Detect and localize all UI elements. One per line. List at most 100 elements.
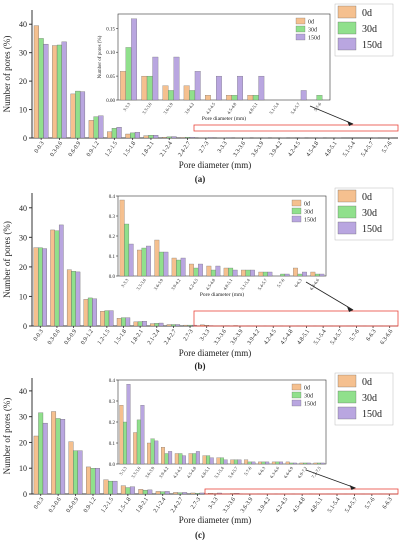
inset-bar-0d [258, 271, 264, 277]
bar-150d [147, 489, 153, 495]
x-tick-label: 3-3.3 [208, 497, 220, 511]
zoom-arrow [305, 281, 354, 311]
bar-30d [38, 38, 44, 139]
inset-legend-swatch-30d [295, 25, 306, 33]
x-tick-label: 4.5-4.8 [280, 329, 295, 346]
inset-bar-150d [258, 75, 265, 101]
y-tick-label: 0 [23, 322, 27, 331]
bar-0d [173, 492, 179, 495]
legend-swatch-30d [337, 390, 357, 404]
inset-bar-150d [131, 18, 137, 101]
y-axis-label: Number of pores (%) [2, 36, 12, 113]
inset-bar-150d [223, 459, 228, 465]
inset-bar-30d [136, 419, 141, 465]
inset-bar-30d [303, 462, 308, 465]
inset-legend-swatch-150d [291, 399, 302, 407]
y-tick-label: 10 [19, 106, 27, 115]
inset-bar-150d [237, 459, 242, 465]
inset-bar-150d [284, 273, 290, 277]
x-tick-label: 0.6-0.9 [66, 497, 81, 514]
inset-bar-150d [237, 75, 243, 101]
inset-bar-30d [192, 453, 197, 465]
inset-bar-30d [189, 90, 196, 101]
inset-x-tick-label: 5.4-5.7 [257, 277, 269, 291]
x-tick-label: 2.4-2.7 [170, 497, 185, 514]
inset-y-tick-label: 0.05 [106, 75, 115, 80]
inset-bar-0d [247, 95, 254, 101]
inset-bar-0d [174, 453, 179, 465]
inset-bar-150d [152, 56, 159, 101]
inset-x-tick-label: 5.1-5.4 [268, 101, 280, 115]
inset-bar-30d [247, 461, 252, 465]
x-tick-label: 0.6-0.9 [68, 141, 83, 158]
inset-bar-150d [320, 462, 325, 465]
inset-x-tick-label: 3.9-4.2 [158, 466, 169, 479]
inset-bar-150d [168, 451, 173, 465]
bar-30d [154, 323, 160, 327]
bar-30d [73, 450, 78, 495]
inset-bar-0d [258, 461, 262, 465]
bar-150d [208, 137, 214, 139]
inset-x-tick-label: 5.1-5.4 [213, 465, 225, 479]
bar-150d [129, 486, 135, 495]
inset-bar-0d [313, 462, 318, 465]
inset-y-tick-label: 0.2 [109, 421, 116, 426]
inset-x-tick-label: 6.3-6.6 [269, 465, 281, 479]
inset-bar-150d [182, 455, 186, 465]
legend-swatch-150d [337, 221, 357, 235]
inset-bar-30d [280, 273, 286, 277]
y-axis-label: Number of pores (%) [2, 221, 12, 298]
inset-x-tick-label: 4.5-4.8 [226, 101, 238, 115]
panel-label: (b) [195, 361, 206, 371]
bar-0d [125, 133, 131, 139]
bar-0d [150, 323, 155, 327]
x-tick-label: 4.2-4.5 [287, 141, 302, 158]
inset-legend-swatch-0d [291, 199, 302, 207]
inset-bar-150d [293, 462, 297, 465]
x-tick-label: 1.8-2.1 [141, 141, 156, 158]
inset-bar-30d [125, 47, 132, 101]
x-tick-label: 5.7-6 [349, 329, 361, 343]
bar-0d [103, 479, 109, 495]
bar-30d [54, 230, 60, 327]
inset-bar-0d [141, 75, 148, 101]
inset-bar-0d [226, 95, 232, 101]
inset-bar-150d [215, 265, 221, 277]
zoom-box [193, 310, 399, 327]
inset-bar-30d [146, 75, 153, 101]
legend-label-150d: 150d [362, 224, 382, 235]
inset-y-tick-label: 0.15 [106, 27, 115, 32]
bar-150d [92, 298, 97, 327]
inset-bar-0d [147, 442, 151, 465]
inset-bar-0d [119, 199, 125, 277]
x-tick-label: 6-6.3 [382, 497, 394, 511]
y-tick-label: 20 [19, 438, 27, 447]
bar-0d [50, 229, 55, 327]
inset-bar-30d [158, 251, 164, 277]
bar-0d [51, 411, 57, 495]
inset-bar-150d [126, 384, 131, 465]
inset-bar-0d [171, 257, 177, 277]
inset-x-axis-label: Pore diameter (mm) [200, 291, 244, 298]
bar-150d [42, 422, 48, 495]
panel-label: (a) [195, 174, 206, 184]
inset-bar-150d [146, 245, 151, 277]
bar-150d [95, 468, 100, 495]
inset-x-axis-label: Pore diameter (mm) [202, 115, 246, 122]
bar-150d [153, 135, 159, 139]
inset-bar-0d [310, 271, 316, 277]
inset-bar-0d [299, 462, 304, 465]
legend-swatch-30d [337, 21, 357, 35]
inset-x-tick-label: 3.6-3.9 [153, 277, 165, 291]
x-tick-label: 2.7-3 [190, 497, 202, 511]
inset-y-tick-label: 0.2 [109, 235, 116, 240]
panel-label: (c) [195, 530, 205, 540]
inset-x-tick-label: 5.1-5.4 [239, 277, 251, 291]
inset-legend-swatch-150d [291, 215, 302, 223]
inset-x-tick-label: 3.6-3.9 [144, 465, 156, 479]
legend-label-150d: 150d [362, 40, 382, 51]
y-tick-label: 0 [23, 134, 27, 143]
x-tick-label: 0.6-0.9 [64, 329, 79, 346]
inset-bar-0d [206, 265, 212, 277]
